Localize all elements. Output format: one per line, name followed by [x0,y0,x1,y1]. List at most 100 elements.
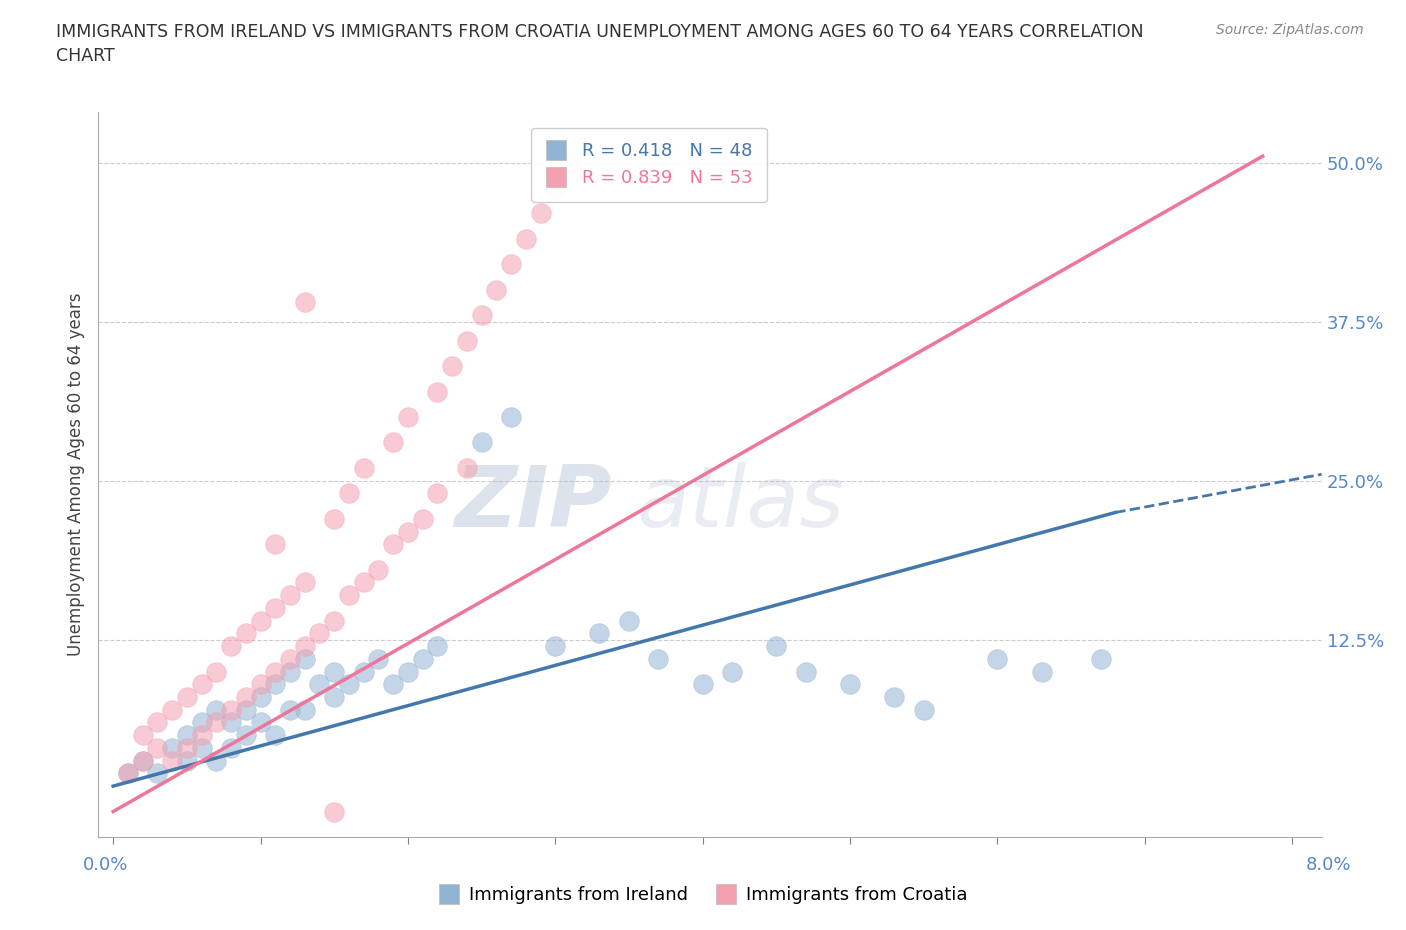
Point [219,702,242,717]
Point [160,753,183,768]
Point [146,766,169,781]
Point [160,702,183,717]
Point [396,525,419,539]
Point [323,613,346,628]
Point [190,677,212,692]
Text: ZIP: ZIP [454,462,612,545]
Point [382,677,405,692]
Text: atlas: atlas [637,462,845,545]
Point [308,677,330,692]
Point [264,677,287,692]
Point [131,753,153,768]
Point [117,766,139,781]
Point [131,728,153,743]
Point [912,702,935,717]
Point [249,677,271,692]
Point [146,715,169,730]
Point [294,639,316,654]
Point [249,613,271,628]
Point [235,728,257,743]
Point [323,512,346,526]
Point [235,689,257,704]
Point [249,715,271,730]
Point [382,435,405,450]
Point [883,689,905,704]
Point [205,664,228,679]
Point [264,728,287,743]
Y-axis label: Unemployment Among Ages 60 to 64 years: Unemployment Among Ages 60 to 64 years [66,293,84,656]
Point [190,715,212,730]
Point [264,537,287,551]
Point [1090,651,1112,666]
Point [264,664,287,679]
Point [588,626,610,641]
Point [426,384,449,399]
Point [353,575,375,590]
Point [396,409,419,424]
Point [264,601,287,616]
Point [485,283,508,298]
Point [456,333,478,348]
Point [235,702,257,717]
Point [471,308,494,323]
Point [146,740,169,755]
Point [176,740,198,755]
Point [367,563,389,578]
Point [412,651,434,666]
Point [765,639,787,654]
Point [544,639,567,654]
Point [441,359,464,374]
Point [471,435,494,450]
Point [382,537,405,551]
Point [205,702,228,717]
Point [353,664,375,679]
Point [235,626,257,641]
Point [515,232,537,246]
Point [190,740,212,755]
Point [190,728,212,743]
Point [294,575,316,590]
Point [205,715,228,730]
Point [529,206,551,220]
Point [176,728,198,743]
Point [323,689,346,704]
Point [176,753,198,768]
Point [986,651,1008,666]
Point [176,689,198,704]
Point [323,664,346,679]
Point [205,753,228,768]
Legend: Immigrants from Ireland, Immigrants from Croatia: Immigrants from Ireland, Immigrants from… [432,879,974,911]
Point [160,740,183,755]
Legend: R = 0.418   N = 48, R = 0.839   N = 53: R = 0.418 N = 48, R = 0.839 N = 53 [531,128,766,202]
Point [499,257,522,272]
Point [353,460,375,475]
Point [558,155,581,170]
Text: 8.0%: 8.0% [1306,856,1351,873]
Point [337,486,360,501]
Point [1031,664,1053,679]
Point [308,626,330,641]
Text: 0.0%: 0.0% [83,856,128,873]
Point [721,664,744,679]
Point [278,664,301,679]
Point [647,651,669,666]
Point [617,613,640,628]
Point [219,740,242,755]
Point [544,180,567,195]
Point [794,664,817,679]
Point [456,460,478,475]
Point [412,512,434,526]
Point [396,664,419,679]
Point [249,689,271,704]
Point [294,295,316,310]
Point [278,702,301,717]
Point [278,651,301,666]
Text: IMMIGRANTS FROM IRELAND VS IMMIGRANTS FROM CROATIA UNEMPLOYMENT AMONG AGES 60 TO: IMMIGRANTS FROM IRELAND VS IMMIGRANTS FR… [56,23,1144,65]
Point [294,651,316,666]
Point [337,588,360,603]
Point [323,804,346,819]
Point [278,588,301,603]
Point [367,651,389,666]
Point [426,639,449,654]
Point [839,677,862,692]
